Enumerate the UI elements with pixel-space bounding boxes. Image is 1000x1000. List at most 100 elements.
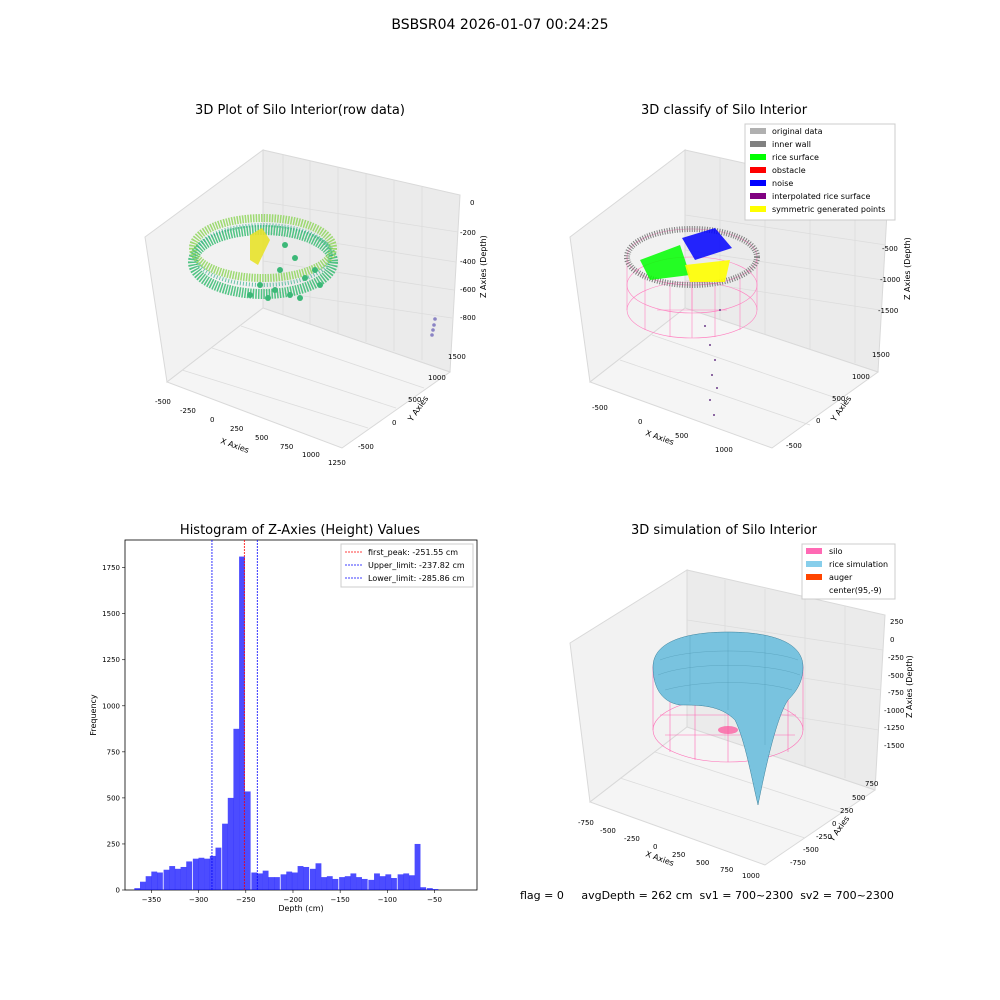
svg-text:750: 750: [280, 443, 293, 451]
svg-text:750: 750: [720, 866, 733, 874]
svg-text:-500: -500: [358, 443, 374, 451]
histogram-plot-area: [124, 539, 478, 891]
classify-x-label: X Axies: [644, 428, 675, 447]
sim-floor-pane: [588, 726, 877, 866]
histogram-x-tick-label: −150: [331, 896, 350, 904]
svg-text:1500: 1500: [448, 353, 466, 361]
histogram-x-tick-label: −100: [378, 896, 397, 904]
histogram-bar: [262, 870, 269, 890]
histogram-bar: [174, 868, 181, 890]
histogram-bar: [163, 869, 170, 890]
histogram-bar: [414, 843, 421, 890]
classify-3d-plot: original data inner wall rice surface ob…: [569, 123, 912, 454]
histogram-bar: [374, 873, 380, 890]
histogram-y-tick-label: 250: [107, 840, 120, 848]
svg-text:0: 0: [890, 636, 894, 644]
histogram-bar: [274, 877, 280, 890]
svg-text:1250: 1250: [328, 459, 346, 467]
raw-plot-title: 3D Plot of Silo Interior(row data): [195, 103, 405, 118]
histogram-y-tick-label: 1750: [102, 564, 120, 572]
histogram-bar: [215, 847, 222, 890]
histogram-x-tick-label: −250: [236, 896, 255, 904]
classify-symmetric-points: [685, 260, 730, 282]
sim-legend-items: silo rice simulation auger center(95,-9): [806, 547, 888, 595]
svg-text:500: 500: [408, 396, 421, 404]
histogram-bar: [350, 873, 357, 890]
histogram-y-tick-label: 1250: [102, 656, 120, 664]
histogram-bar: [326, 876, 333, 890]
svg-text:-1500: -1500: [884, 742, 904, 750]
histogram-y-tick-label: 1500: [102, 610, 120, 618]
histogram-bar: [332, 878, 339, 890]
raw-y-ticks: -500 0 500 1000 1500: [358, 353, 466, 451]
svg-text:0: 0: [470, 199, 474, 207]
histogram-bar: [339, 877, 345, 890]
svg-text:-1000: -1000: [884, 707, 904, 715]
svg-text:1000: 1000: [302, 451, 320, 459]
histogram-x-tick-label: −300: [189, 896, 208, 904]
svg-text:-500: -500: [600, 827, 616, 835]
svg-text:0: 0: [653, 843, 657, 851]
svg-text:-250: -250: [816, 833, 832, 841]
histogram-title: Histogram of Z-Axies (Height) Values: [179, 523, 421, 538]
histogram-bar: [257, 873, 263, 890]
histogram-y-tick-label: 0: [116, 887, 120, 895]
svg-text:500: 500: [675, 432, 688, 440]
svg-text:-250: -250: [180, 407, 196, 415]
svg-text:-500: -500: [888, 672, 904, 680]
histogram-bar: [204, 858, 211, 890]
svg-text:1000: 1000: [715, 446, 733, 454]
raw-x-ticks: -500 -250 0 250 500 750 1000 1250: [155, 398, 346, 467]
classify-legend: [744, 123, 896, 221]
histogram-bar: [385, 874, 392, 890]
svg-text:250: 250: [840, 807, 853, 815]
histogram-bar: [391, 878, 397, 890]
sim-z-label: Z Axies (Depth): [905, 655, 914, 718]
histogram-bar: [397, 874, 404, 890]
histogram-x-label: Depth (cm): [278, 904, 323, 913]
svg-text:0: 0: [832, 820, 836, 828]
histogram-bar: [297, 866, 304, 890]
svg-text:inner wall: inner wall: [772, 140, 811, 149]
histogram-bar: [321, 877, 328, 890]
histogram-bar: [251, 872, 258, 890]
histogram-bar: [227, 797, 234, 890]
histogram-bar: [140, 881, 146, 890]
histogram-bar: [309, 868, 316, 890]
svg-text:obstacle: obstacle: [772, 166, 806, 175]
histogram-bar: [432, 889, 439, 890]
simulation-3d-plot: silo rice simulation auger center(95,-9)…: [569, 543, 914, 880]
histogram-bars: [134, 556, 439, 890]
histogram-bar: [268, 877, 275, 890]
histogram-bar: [303, 866, 310, 890]
svg-text:500: 500: [852, 794, 865, 802]
raw-z-label: Z Axies (Depth): [479, 235, 488, 298]
svg-text:-200: -200: [460, 229, 476, 237]
histogram-bar: [233, 728, 240, 890]
histogram-bar: [209, 855, 216, 890]
svg-text:symmetric generated points: symmetric generated points: [772, 205, 885, 214]
raw-floor-pane: [165, 307, 452, 449]
svg-text:Lower_limit: -285.86 cm: Lower_limit: -285.86 cm: [368, 574, 465, 583]
svg-text:0: 0: [638, 418, 642, 426]
sim-grid: [619, 580, 884, 839]
svg-text:250: 250: [672, 851, 685, 859]
histogram-bar: [426, 888, 433, 890]
histogram-bar: [403, 873, 410, 890]
svg-text:-500: -500: [803, 846, 819, 854]
svg-text:-1000: -1000: [880, 276, 900, 284]
svg-text:0: 0: [210, 416, 214, 424]
histogram-x-tick-label: −50: [427, 896, 442, 904]
status-footer: flag = 0 avgDepth = 262 cm sv1 = 700~230…: [520, 889, 894, 902]
svg-text:1000: 1000: [742, 872, 760, 880]
histogram-y-tick-label: 750: [107, 748, 120, 756]
histogram-bar: [151, 871, 158, 890]
svg-text:noise: noise: [772, 179, 793, 188]
raw-grid: [181, 155, 459, 429]
sim-z-ticks: 250 0 -250 -500 -750 -1000 -1250 -1500: [884, 618, 904, 750]
svg-text:silo: silo: [829, 547, 843, 556]
sim-auger-marker: [718, 726, 738, 734]
classify-grid: [619, 158, 887, 426]
classify-plot-title: 3D classify of Silo Interior: [640, 103, 808, 118]
svg-text:-750: -750: [578, 819, 594, 827]
